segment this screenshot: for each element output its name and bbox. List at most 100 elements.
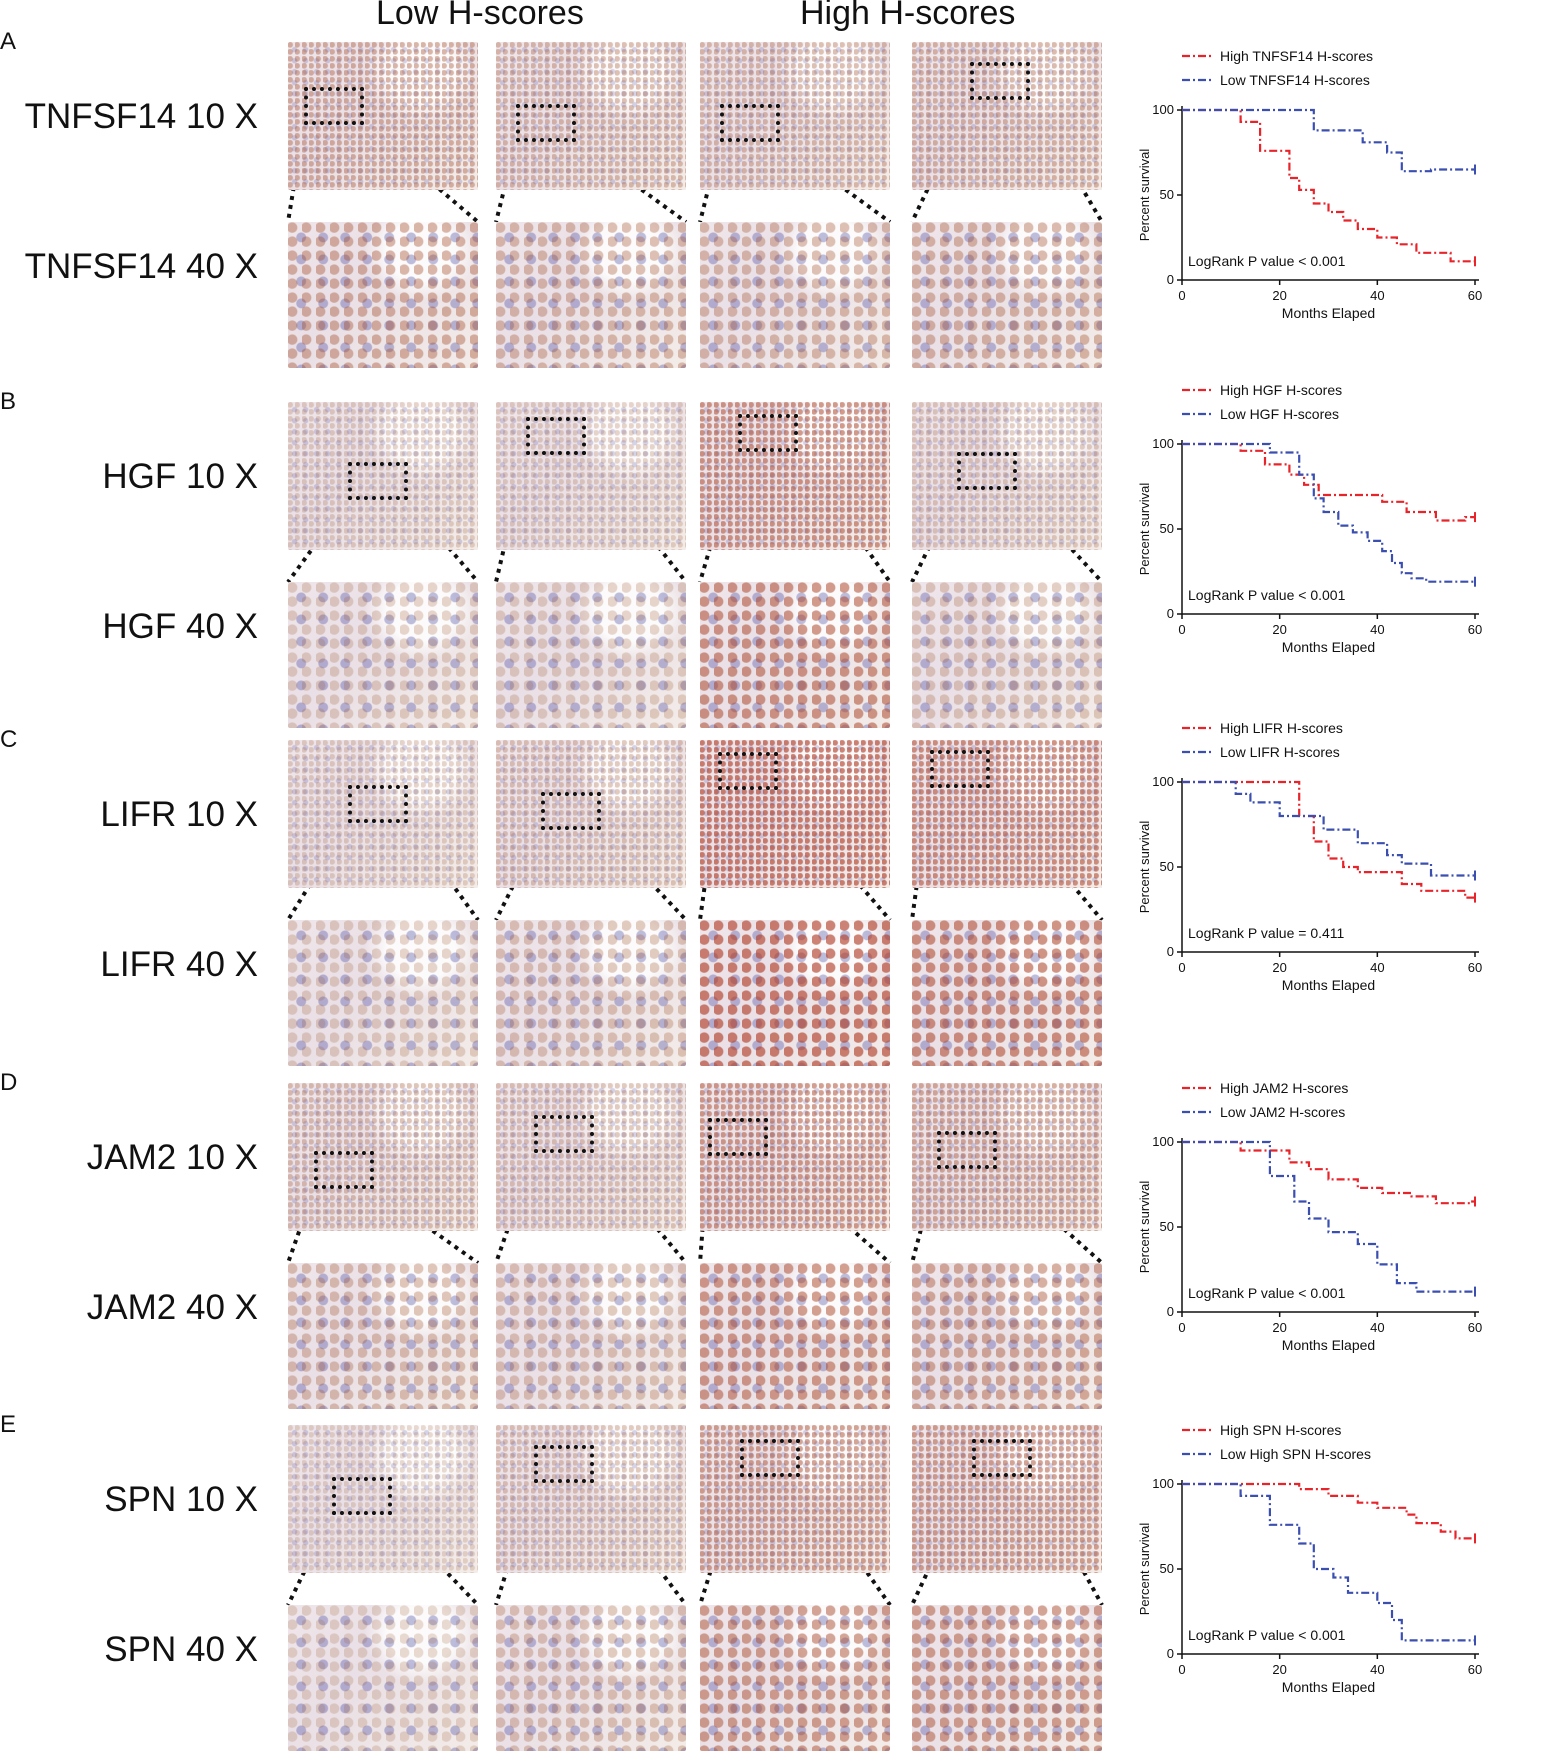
x-tick-label: 20 xyxy=(1272,1662,1286,1677)
micrograph-10x xyxy=(288,402,478,550)
magnification-label: HGF 40 X xyxy=(102,607,258,646)
micrograph-40x xyxy=(288,1263,478,1409)
x-tick-label: 40 xyxy=(1370,960,1384,975)
micrograph-40x xyxy=(912,920,1102,1066)
micrograph-40x xyxy=(912,222,1102,368)
magnification-label: TNFSF14 10 X xyxy=(24,97,258,136)
legend-label: Low High SPN H-scores xyxy=(1220,1446,1371,1462)
column-header-high: High H-scores xyxy=(800,0,1016,32)
micrograph-40x xyxy=(700,582,890,728)
zoom-region-box xyxy=(304,87,364,125)
x-tick-label: 40 xyxy=(1370,622,1384,637)
magnification-label: JAM2 10 X xyxy=(86,1138,258,1177)
micrograph-40x xyxy=(700,222,890,368)
legend-label: Low HGF H-scores xyxy=(1220,406,1339,422)
logrank-annotation: LogRank P value < 0.001 xyxy=(1188,587,1346,603)
survival-curve xyxy=(1182,780,1475,877)
x-tick-label: 60 xyxy=(1468,1320,1482,1335)
zoom-region-box xyxy=(348,462,408,500)
legend-label: Low JAM2 H-scores xyxy=(1220,1104,1345,1120)
survival-curve xyxy=(1182,442,1475,583)
magnification-label: LIFR 40 X xyxy=(100,945,258,984)
magnification-label: SPN 40 X xyxy=(104,1630,258,1669)
survival-curve xyxy=(1182,1140,1475,1293)
legend-label: High SPN H-scores xyxy=(1220,1422,1341,1438)
zoom-region-box xyxy=(970,62,1030,100)
magnification-label: SPN 10 X xyxy=(104,1480,258,1519)
survival-plot: High SPN H-scores Low High SPN H-scores 0 5… xyxy=(1137,1422,1482,1695)
logrank-annotation: LogRank P value < 0.001 xyxy=(1188,1627,1346,1643)
micrograph-10x xyxy=(912,42,1102,190)
y-tick-label: 100 xyxy=(1152,1476,1174,1491)
x-axis-label: Months Elaped xyxy=(1282,977,1375,993)
y-tick-label: 100 xyxy=(1152,436,1174,451)
y-tick-label: 0 xyxy=(1167,606,1174,621)
micrograph-10x xyxy=(496,402,686,550)
column-header-low: Low H-scores xyxy=(376,0,584,32)
zoom-region-box xyxy=(972,1439,1032,1477)
y-axis-label: Percent survival xyxy=(1137,821,1152,914)
micrograph-10x xyxy=(496,1425,686,1573)
panel-letter: D xyxy=(0,1069,18,1096)
y-tick-label: 0 xyxy=(1167,272,1174,287)
zoom-region-box xyxy=(526,417,586,455)
zoom-region-box xyxy=(930,750,990,788)
zoom-region-box xyxy=(534,1445,594,1483)
x-tick-label: 40 xyxy=(1370,1662,1384,1677)
survival-curve xyxy=(1182,780,1475,899)
x-tick-label: 40 xyxy=(1370,1320,1384,1335)
micrograph-40x xyxy=(912,582,1102,728)
x-tick-label: 0 xyxy=(1178,288,1185,303)
x-tick-label: 40 xyxy=(1370,288,1384,303)
micrograph-40x xyxy=(496,222,686,368)
zoom-region-box xyxy=(738,414,798,452)
survival-plot: High HGF H-scores Low HGF H-scores 0 50 100 0… xyxy=(1137,382,1482,655)
legend-label: High HGF H-scores xyxy=(1220,382,1342,398)
magnification-label: HGF 10 X xyxy=(102,457,258,496)
micrograph-10x xyxy=(912,402,1102,550)
micrograph-10x xyxy=(288,740,478,888)
micrograph-10x xyxy=(700,1083,890,1231)
y-tick-label: 50 xyxy=(1160,859,1174,874)
y-axis-label: Percent survival xyxy=(1137,1181,1152,1274)
survival-plot: High LIFR H-scores Low LIFR H-scores 0 50 10… xyxy=(1137,720,1482,993)
micrograph-40x xyxy=(288,222,478,368)
micrograph-10x xyxy=(496,1083,686,1231)
y-tick-label: 0 xyxy=(1167,1304,1174,1319)
micrograph-10x xyxy=(700,740,890,888)
survival-curve xyxy=(1182,108,1475,263)
legend-label: Low TNFSF14 H-scores xyxy=(1220,72,1370,88)
zoom-region-box xyxy=(534,1115,594,1153)
zoom-region-box xyxy=(708,1118,768,1156)
panel-letter: E xyxy=(0,1411,17,1438)
survival-plot: High JAM2 H-scores Low JAM2 H-scores 0 50 10… xyxy=(1137,1080,1482,1353)
y-axis-label: Percent survival xyxy=(1137,483,1152,576)
y-tick-label: 50 xyxy=(1160,187,1174,202)
x-tick-label: 60 xyxy=(1468,622,1482,637)
micrograph-40x xyxy=(288,582,478,728)
micrograph-40x xyxy=(496,1605,686,1751)
x-tick-label: 0 xyxy=(1178,960,1185,975)
x-axis-label: Months Elaped xyxy=(1282,305,1375,321)
micrograph-10x xyxy=(700,1425,890,1573)
micrograph-40x xyxy=(912,1605,1102,1751)
zoom-region-box xyxy=(718,752,778,790)
micrograph-40x xyxy=(496,582,686,728)
x-axis-label: Months Elaped xyxy=(1282,639,1375,655)
panel-letter: C xyxy=(0,726,18,753)
survival-curve xyxy=(1182,1140,1475,1205)
micrograph-10x xyxy=(912,1083,1102,1231)
survival-curve xyxy=(1182,108,1475,173)
y-axis-label: Percent survival xyxy=(1137,149,1152,242)
micrograph-40x xyxy=(700,1263,890,1409)
survival-curve xyxy=(1182,442,1475,522)
zoom-region-box xyxy=(937,1131,997,1169)
logrank-annotation: LogRank P value < 0.001 xyxy=(1188,253,1346,269)
zoom-region-box xyxy=(957,452,1017,490)
x-tick-label: 20 xyxy=(1272,1320,1286,1335)
zoom-region-box xyxy=(314,1151,374,1189)
micrograph-10x xyxy=(496,740,686,888)
micrograph-10x xyxy=(288,1425,478,1573)
survival-curve xyxy=(1182,1482,1475,1540)
panel-letter: A xyxy=(0,28,17,55)
